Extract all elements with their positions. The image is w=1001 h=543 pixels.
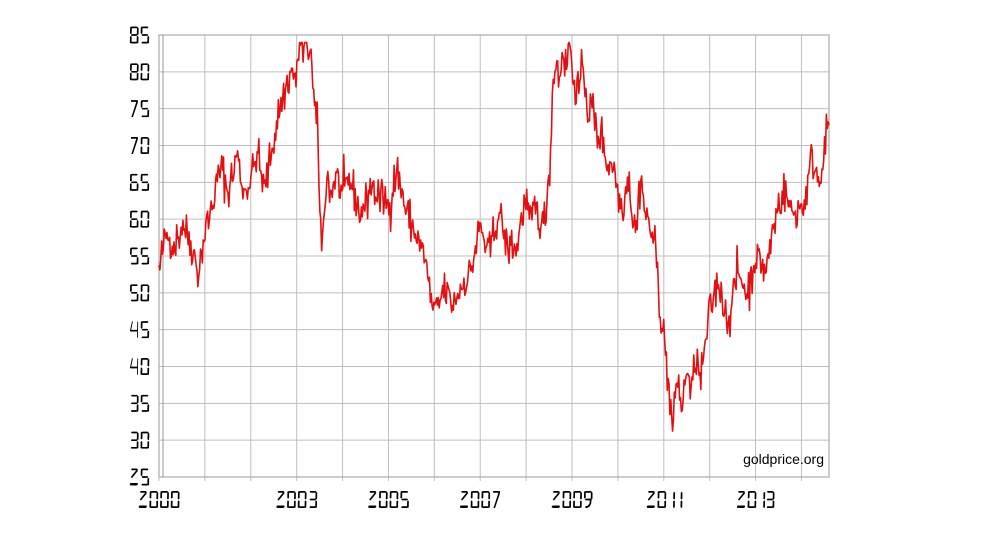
svg-text:goldprice.org: goldprice.org	[743, 451, 824, 467]
